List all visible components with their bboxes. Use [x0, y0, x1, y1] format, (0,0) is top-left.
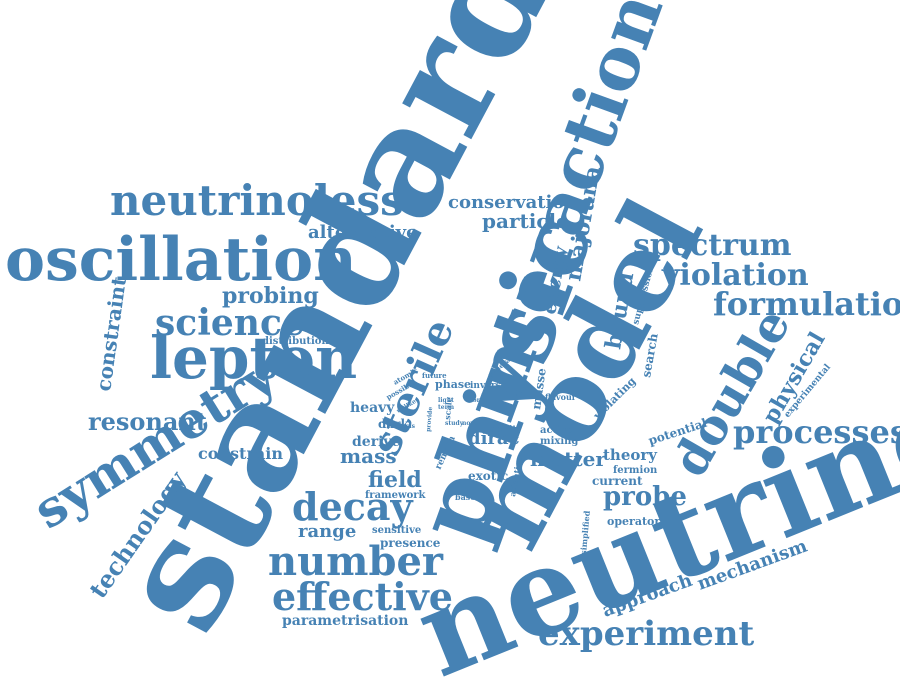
word-phase: phase [435, 378, 471, 391]
word-parametrisation: parametrisation [282, 613, 408, 629]
word-limit: limit [500, 386, 538, 402]
word-baseline: baseline [455, 492, 492, 502]
word-derive: derive [352, 434, 401, 450]
word-experiment: experiment [538, 614, 754, 654]
word-light: light [438, 397, 454, 404]
word-masse: masse [529, 367, 549, 411]
word-thesis: thesis [395, 423, 416, 430]
word-sensitive: sensitive [372, 525, 421, 536]
word-field: field [368, 467, 422, 493]
word-dirac: dirac [468, 428, 520, 449]
word-resonant: resonant [88, 407, 207, 436]
word-force: force [470, 397, 487, 404]
word-inverse: inverse [470, 381, 507, 391]
word-lepton: lepton [150, 324, 357, 392]
word-particle: particle [482, 209, 569, 233]
word-framework: framework [365, 490, 427, 501]
word-distribution: distribution [262, 336, 329, 347]
word-neutrinoless: neutrinoless [110, 176, 404, 225]
word-heavy: heavy [350, 400, 395, 416]
word-probe: probe [603, 482, 687, 512]
word-study: study [445, 420, 464, 427]
word-mass: mass [340, 444, 397, 468]
word-fermion: fermion [613, 465, 658, 476]
word-decay: decay [292, 484, 414, 529]
word-probing: probing [222, 283, 319, 309]
word-future: future [422, 371, 447, 380]
word-mixing: mixing [540, 436, 578, 447]
word-violation: violation [661, 258, 809, 293]
word-novel: novel [462, 420, 481, 427]
word-ability: ability [490, 425, 523, 435]
word-current: current [592, 474, 643, 488]
word-flavour: flavour [545, 392, 577, 402]
word-provide: provide [425, 406, 434, 432]
word-simplified: simplified [578, 510, 592, 555]
word-alternative: alternative [308, 222, 418, 243]
word-effective: effective [272, 574, 453, 619]
word-formulation: formulation [713, 285, 900, 323]
word-dark: dark [378, 417, 409, 431]
word-theory: theory [603, 446, 658, 464]
word-scale: scale [442, 397, 454, 420]
word-operator: operator [607, 515, 660, 528]
word-term: term [438, 404, 455, 411]
word-number: number [268, 538, 444, 585]
word-oscillation: oscillation [5, 225, 357, 295]
word-science: science [155, 302, 305, 344]
word-exotic: exotic [468, 469, 508, 483]
word-matter: matter [530, 447, 606, 471]
word-conservation: conservation [448, 192, 578, 213]
word-active: active [540, 425, 573, 436]
word-constrain: constrain [198, 444, 283, 463]
word-range: range [298, 521, 356, 542]
word-processes: processes [733, 413, 900, 451]
word-presence: presence [380, 536, 441, 550]
word-spectrum: spectrum [633, 228, 792, 263]
